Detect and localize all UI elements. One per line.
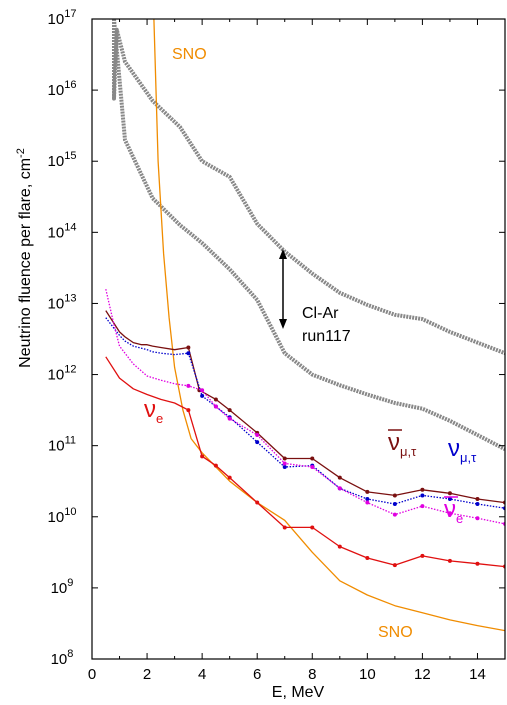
- series-5-point-16: [392, 512, 397, 517]
- series-6-point-13: [337, 544, 342, 549]
- series-line-1: [112, 19, 505, 451]
- y-tick-label-15: 1015: [48, 150, 77, 170]
- series-6-point-12: [310, 525, 315, 530]
- series-6-point-6: [186, 408, 191, 413]
- series-4-point-11: [200, 393, 205, 398]
- series-3-point-10: [186, 345, 191, 350]
- series-5-point-7: [186, 383, 191, 388]
- y-tick-label-9: 109: [51, 577, 74, 597]
- series-6-point-17: [447, 558, 452, 563]
- series-6-point-7: [200, 454, 205, 459]
- x-tick-label-6: 6: [253, 666, 261, 683]
- y-axis-title: Neutrino fluence per flare, cm-2: [15, 148, 34, 368]
- x-tick-label-2: 2: [143, 666, 151, 683]
- y-tick-label-16: 1016: [48, 79, 77, 99]
- axes-layer: 0 2 4 6 8 10 12 1410810910101011101210131014101…: [48, 8, 506, 683]
- series-6-point-15: [392, 563, 397, 568]
- series-4-point-22: [475, 501, 480, 506]
- series-5-point-18: [447, 511, 452, 516]
- x-axis-title: E, MeV: [272, 684, 325, 701]
- series-5-point-15: [365, 500, 370, 505]
- clar-arrow: [279, 249, 287, 329]
- x-tick-label-12: 12: [414, 666, 431, 683]
- series-6-point-16: [420, 553, 425, 558]
- series-4-point-19: [392, 501, 397, 506]
- series-3-point-20: [420, 487, 425, 492]
- series-3-point-15: [282, 456, 287, 461]
- clar-label-line1: Cl-Ar: [302, 305, 339, 322]
- series-3-point-16: [310, 456, 315, 461]
- series-3-point-21: [447, 491, 452, 496]
- x-tick-label-10: 10: [359, 666, 376, 683]
- series-4-point-10: [186, 351, 191, 356]
- x-tick-label-14: 14: [469, 666, 486, 683]
- anu-mutau-label: νμ,τ: [388, 429, 417, 459]
- series-5-point-8: [200, 388, 205, 393]
- sno-label-bottom: SNO: [378, 624, 413, 641]
- series-line-2: [153, 19, 505, 632]
- y-tick-label-17: 1017: [48, 8, 77, 28]
- y-tick-label-11: 1011: [48, 435, 76, 455]
- series-layer: [105, 19, 505, 632]
- sno-label-top: SNO: [172, 46, 207, 63]
- y-tick-label-14: 1014: [48, 221, 77, 241]
- series-6-point-18: [475, 561, 480, 566]
- series-6-point-10: [255, 500, 260, 505]
- series-4-point-20: [420, 493, 425, 498]
- x-tick-label-0: 0: [88, 666, 96, 683]
- series-4-point-14: [255, 440, 260, 445]
- y-tick-label-13: 1013: [48, 292, 77, 312]
- series-3-point-12: [213, 397, 218, 402]
- series-6-point-8: [213, 463, 218, 468]
- nu-e-label: νe: [144, 396, 163, 426]
- series-4-point-18: [365, 497, 370, 501]
- series-5-point-14: [337, 486, 342, 491]
- series-line-3: [105, 310, 505, 504]
- series-5-point-17: [420, 504, 425, 509]
- y-tick-label-10: 1010: [48, 506, 77, 526]
- series-5-point-12: [282, 461, 287, 466]
- series-6-point-9: [227, 475, 232, 480]
- y-tick-label-12: 1012: [48, 364, 77, 384]
- series-line-0: [112, 19, 505, 356]
- series-5-point-19: [475, 516, 480, 521]
- series-line-5: [105, 289, 505, 525]
- series-line-4: [105, 317, 505, 509]
- series-5-point-9: [213, 404, 218, 409]
- series-3-point-13: [227, 408, 232, 413]
- series-4-point-21: [447, 497, 452, 501]
- x-tick-label-8: 8: [308, 666, 316, 683]
- series-6-point-14: [365, 556, 370, 561]
- series-4-point-15: [282, 465, 287, 469]
- series-3-point-17: [337, 475, 342, 480]
- series-5-point-13: [310, 465, 315, 469]
- y-tick-label-8: 108: [51, 648, 74, 668]
- series-5-point-10: [227, 416, 232, 421]
- series-3-point-18: [365, 489, 370, 494]
- series-line-6: [105, 356, 505, 568]
- nu-mutau-label: νμ,τ: [448, 435, 477, 465]
- anu-e-label: νe: [444, 496, 463, 526]
- series-3-point-19: [392, 493, 397, 498]
- x-tick-label-4: 4: [198, 666, 206, 683]
- clar-label-line2: run117: [302, 328, 351, 345]
- series-6-point-11: [282, 525, 287, 530]
- series-5-point-11: [255, 433, 260, 437]
- series-3-point-22: [475, 497, 480, 501]
- plot-frame: [91, 18, 506, 660]
